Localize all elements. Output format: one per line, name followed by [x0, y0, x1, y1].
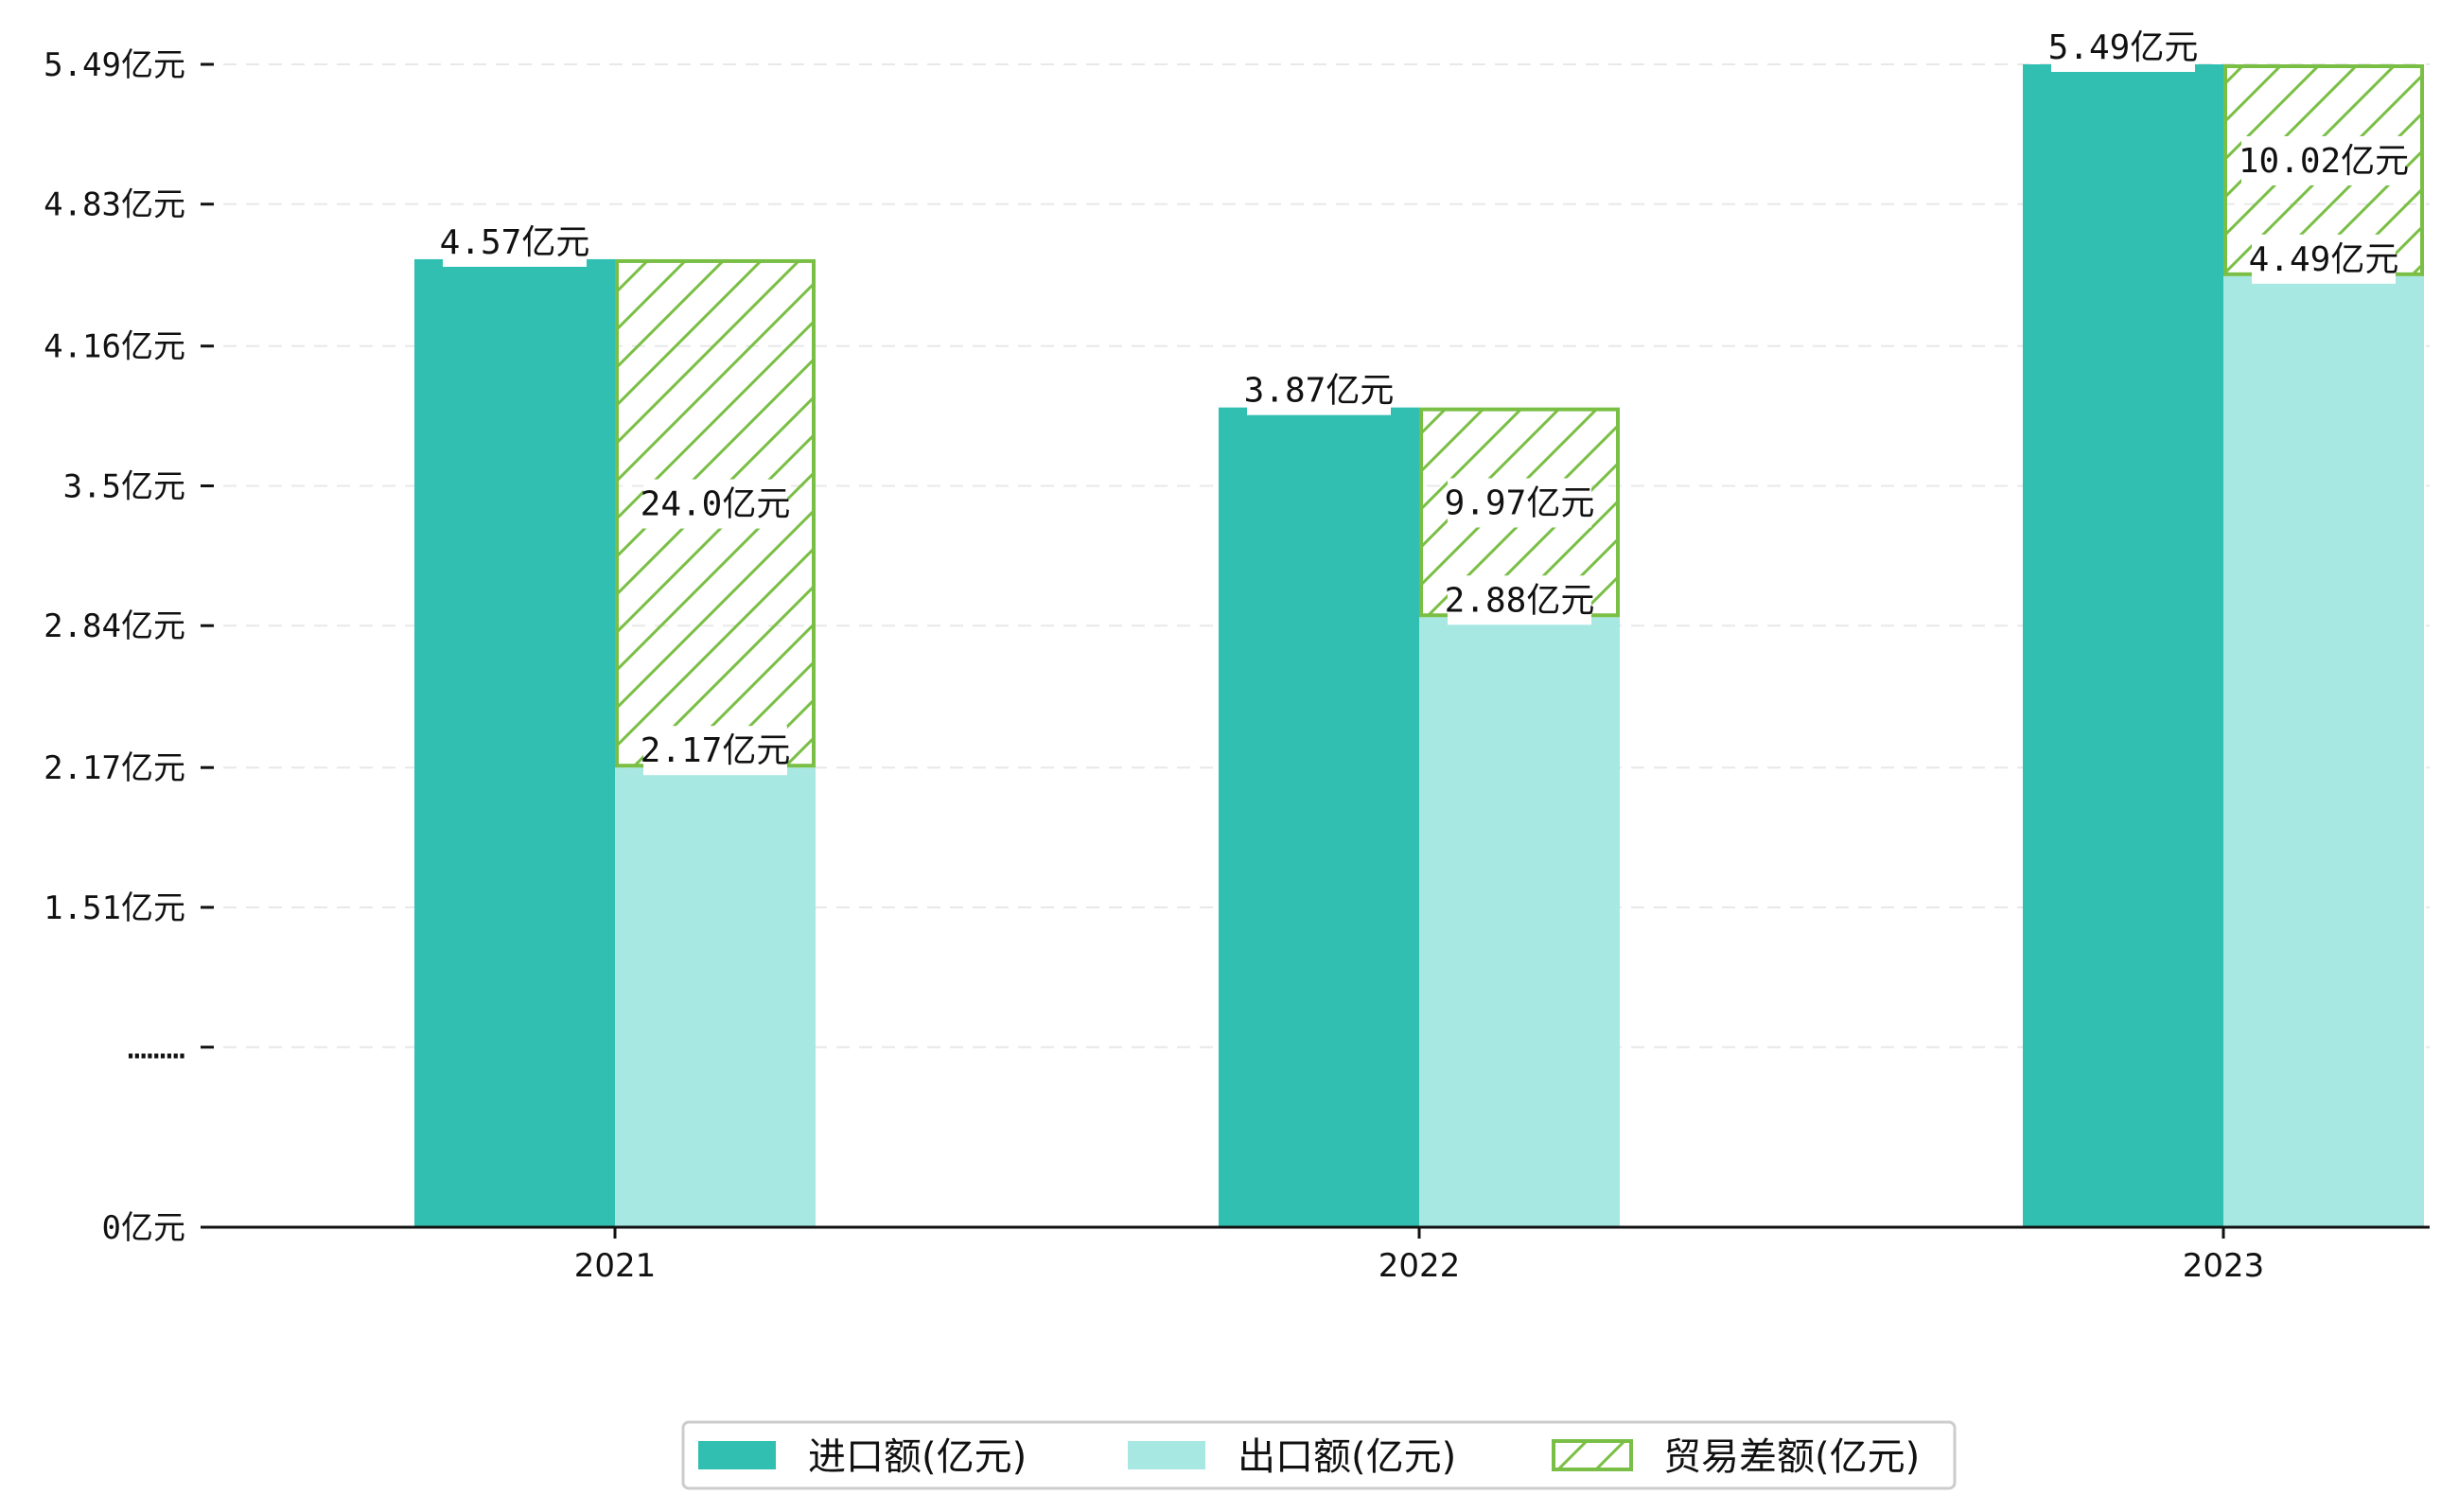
label-trade-diff-2021: 24.0亿元 — [641, 485, 791, 524]
label-trade-diff-2023-bg — [2241, 135, 2406, 185]
label-trade-diff-2022-bg — [1448, 478, 1591, 528]
label-import-2022-bg — [1247, 365, 1391, 415]
bar-import-2022 — [1219, 407, 1419, 1227]
legend-swatch-0[interactable] — [698, 1441, 776, 1469]
label-import-2021: 4.57亿元 — [440, 223, 590, 262]
legend-label-2[interactable]: 贸易差额(亿元) — [1663, 1435, 1920, 1479]
label-export-2022: 2.88亿元 — [1445, 581, 1595, 620]
legend-label-0[interactable]: 进口额(亿元) — [808, 1435, 1027, 1479]
label-export-2023: 4.49亿元 — [2249, 240, 2399, 279]
y-tick-label: 5.49亿元 — [44, 46, 185, 84]
bar-export-2022 — [1419, 617, 1620, 1227]
bar-import-2021 — [414, 258, 615, 1227]
label-export-2023-bg — [2252, 234, 2396, 284]
bar-import-2023 — [2023, 64, 2223, 1227]
legend-swatch-1[interactable] — [1128, 1441, 1205, 1469]
y-tick-label: 4.83亿元 — [44, 186, 185, 224]
y-tick-label: ……… — [128, 1029, 185, 1067]
legend-box — [681, 1420, 1957, 1490]
value-labels: 4.57亿元 2.17亿元 24.0亿元 3.87亿元 2.88亿元 9.97亿元 5.49… — [440, 23, 2409, 776]
bar-export-2023 — [2223, 275, 2424, 1227]
legend-swatch-2[interactable] — [1552, 1439, 1633, 1471]
x-tick-label: 2021 — [574, 1247, 657, 1285]
label-export-2021: 2.17亿元 — [641, 731, 791, 770]
y-tick-label: 0亿元 — [102, 1209, 185, 1247]
label-import-2021-bg — [443, 217, 587, 267]
legend[interactable]: 进口额(亿元) 出口额(亿元) 贸易差额(亿元) — [681, 1420, 1957, 1490]
x-tick-label: 2023 — [2183, 1247, 2265, 1285]
label-trade-diff-2021-bg — [643, 479, 787, 529]
y-tick-label: 2.17亿元 — [44, 749, 185, 787]
y-tick-label: 4.16亿元 — [44, 328, 185, 366]
label-trade-diff-2023: 10.02亿元 — [2239, 142, 2409, 181]
label-import-2022: 3.87亿元 — [1244, 372, 1395, 411]
label-import-2023-bg — [2051, 23, 2195, 72]
y-tick-label: 3.5亿元 — [63, 467, 185, 505]
bars — [414, 64, 2424, 1227]
label-import-2023: 5.49亿元 — [2048, 28, 2199, 67]
y-tick-label: 1.51亿元 — [44, 889, 185, 927]
y-tick-label: 2.84亿元 — [44, 607, 185, 645]
legend-label-1[interactable]: 出口额(亿元) — [1238, 1435, 1456, 1479]
bar-export-2021 — [615, 767, 816, 1227]
label-export-2022-bg — [1448, 575, 1591, 625]
axes: 5.49亿元 4.83亿元 4.16亿元 3.5亿元 2.84亿元 2.17亿元 1.51亿… — [44, 46, 2430, 1285]
x-tick-label: 2022 — [1379, 1247, 1461, 1285]
label-export-2021-bg — [643, 726, 787, 776]
label-trade-diff-2022: 9.97亿元 — [1445, 483, 1595, 522]
